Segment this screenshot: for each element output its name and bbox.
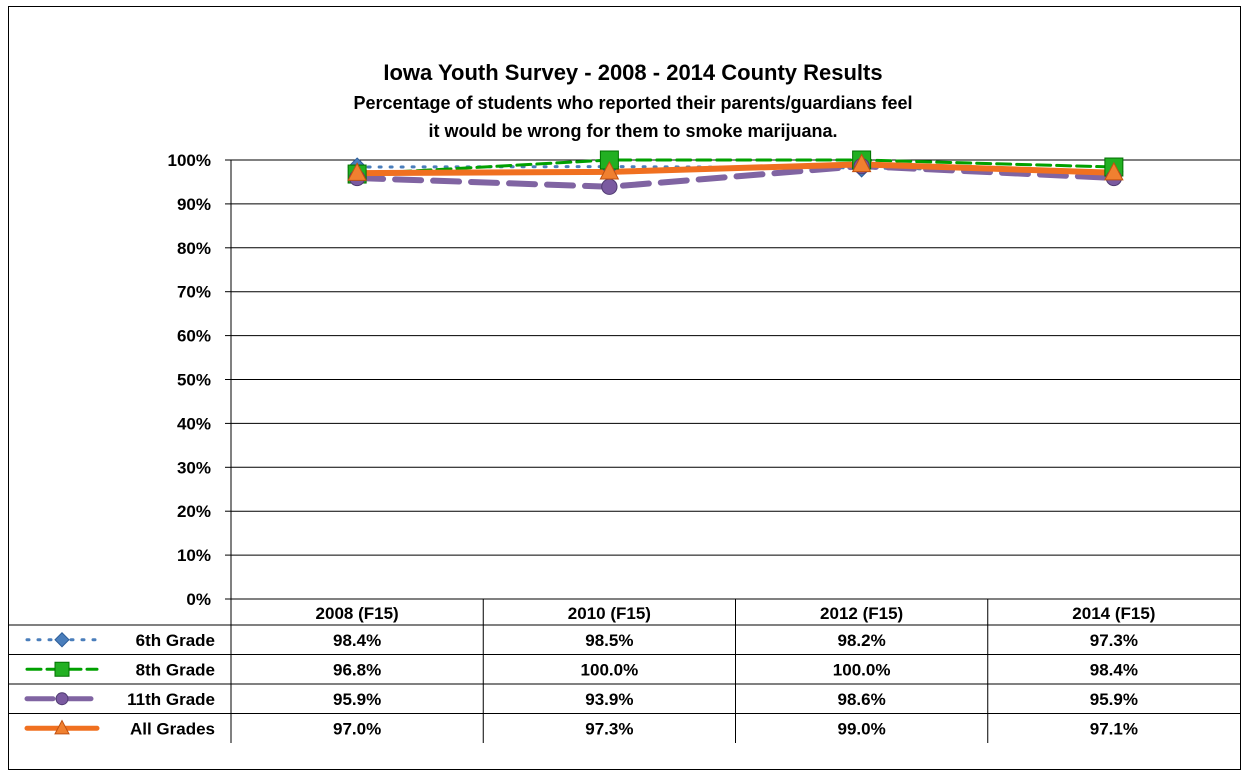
chart-subtitle-line-1: Percentage of students who reported thei… (353, 93, 912, 113)
y-axis-tick-labels: 0% 10% 20% 30% 40% 50% 60% 70% 80% 90% 100% (168, 151, 211, 609)
legend-key-marker (55, 633, 69, 647)
legend-key-marker (55, 662, 69, 676)
y-tick-label: 40% (177, 414, 211, 433)
table-value: 97.3% (585, 719, 633, 738)
table-value: 95.9% (333, 690, 381, 709)
diamond-marker (55, 633, 69, 647)
table-value: 97.1% (1090, 719, 1138, 738)
category-label: 2012 (F15) (820, 604, 903, 623)
chart-frame: Iowa Youth Survey - 2008 - 2014 County R… (8, 6, 1241, 770)
y-tick-label: 80% (177, 239, 211, 258)
legend-series-name: All Grades (130, 719, 215, 738)
legend-series-name: 6th Grade (136, 631, 215, 650)
square-marker (55, 662, 69, 676)
y-tick-label: 0% (186, 590, 211, 609)
chart-subtitle-line-2: it would be wrong for them to smoke mari… (428, 121, 837, 141)
table-value: 97.3% (1090, 631, 1138, 650)
data-point (602, 179, 617, 194)
line-chart: Iowa Youth Survey - 2008 - 2014 County R… (9, 7, 1240, 769)
y-tick-label: 10% (177, 546, 211, 565)
table-value: 98.2% (838, 631, 886, 650)
table-value: 99.0% (838, 719, 886, 738)
table-value: 95.9% (1090, 690, 1138, 709)
legend-series-name: 11th Grade (127, 690, 215, 709)
y-tick-label: 50% (177, 371, 211, 390)
legend-key-marker (56, 693, 68, 705)
y-tick-label: 100% (168, 151, 211, 170)
circle-marker (602, 179, 617, 194)
y-tick-label: 70% (177, 283, 211, 302)
y-tick-label: 30% (177, 458, 211, 477)
table-value: 96.8% (333, 660, 381, 679)
table-value: 98.4% (333, 631, 381, 650)
legend-series-name: 8th Grade (136, 660, 215, 679)
data-table: 2008 (F15) 2010 (F15) 2012 (F15) 2014 (F15)… (9, 599, 1240, 743)
chart-title: Iowa Youth Survey - 2008 - 2014 County R… (383, 60, 882, 85)
circle-marker (56, 693, 68, 705)
y-tick-label: 60% (177, 327, 211, 346)
table-value: 100.0% (581, 660, 639, 679)
table-value: 98.5% (585, 631, 633, 650)
y-tick-label: 20% (177, 502, 211, 521)
category-label: 2008 (F15) (316, 604, 399, 623)
table-value: 98.4% (1090, 660, 1138, 679)
table-value: 93.9% (585, 690, 633, 709)
table-value: 100.0% (833, 660, 891, 679)
category-label: 2010 (F15) (568, 604, 651, 623)
table-value: 98.6% (838, 690, 886, 709)
y-tick-label: 90% (177, 195, 211, 214)
category-label: 2014 (F15) (1072, 604, 1155, 623)
table-value: 97.0% (333, 719, 381, 738)
series-lines (348, 151, 1123, 194)
gridlines (225, 160, 1240, 599)
